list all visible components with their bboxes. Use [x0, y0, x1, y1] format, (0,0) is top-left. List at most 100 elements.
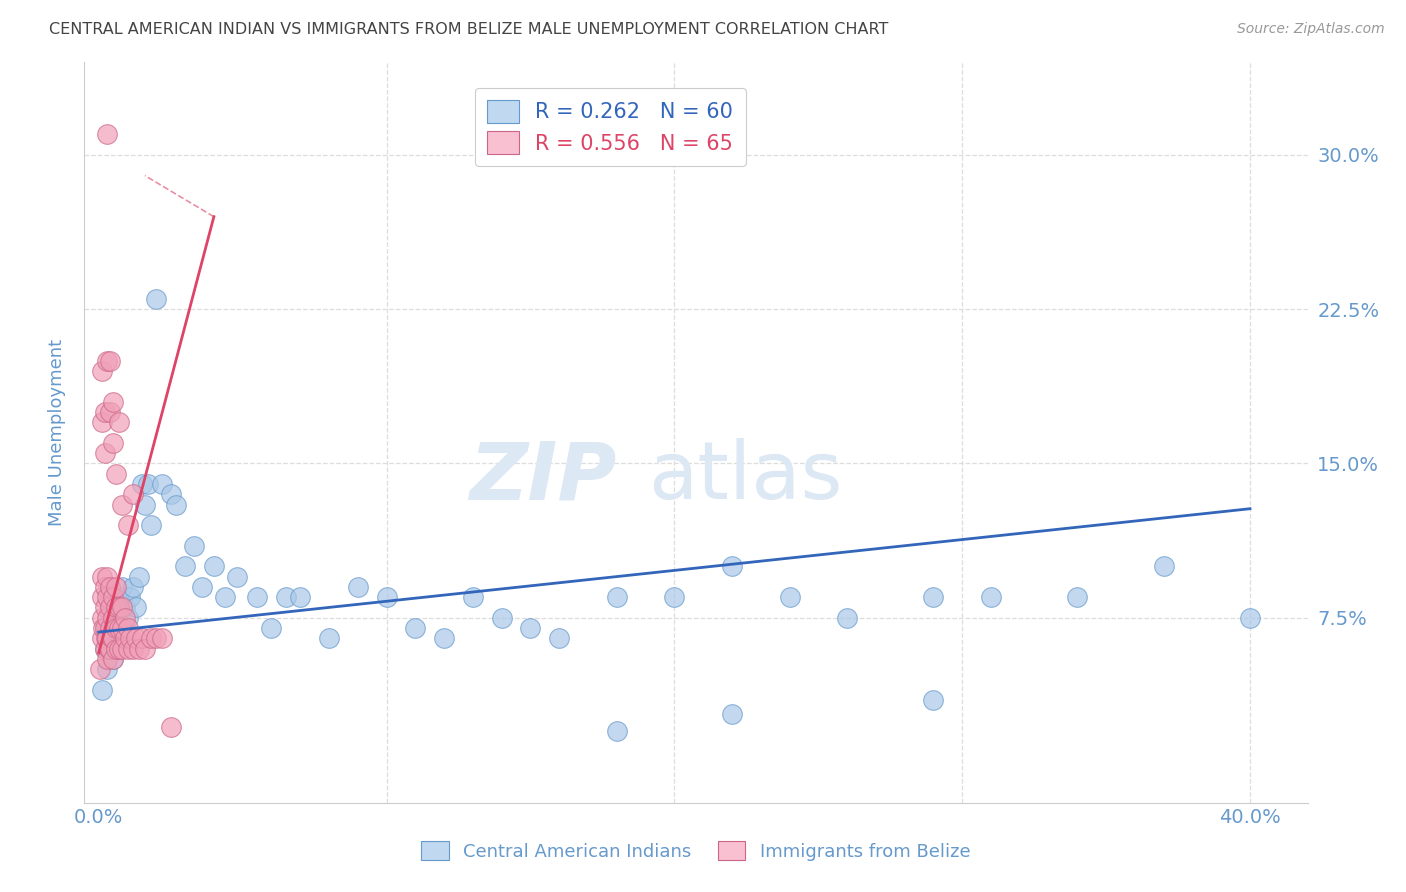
- Point: [96, 590, 118, 604]
- Point: [105, 467, 128, 481]
- Point: [134, 498, 156, 512]
- Point: [96, 662, 118, 676]
- Point: [375, 590, 398, 604]
- Point: [117, 621, 139, 635]
- Point: [1153, 559, 1175, 574]
- Point: [117, 641, 139, 656]
- Point: [134, 641, 156, 656]
- Point: [606, 723, 628, 738]
- Point: [108, 590, 131, 604]
- Point: [105, 621, 128, 635]
- Point: [980, 590, 1002, 604]
- Text: CENTRAL AMERICAN INDIAN VS IMMIGRANTS FROM BELIZE MALE UNEMPLOYMENT CORRELATION : CENTRAL AMERICAN INDIAN VS IMMIGRANTS FR…: [49, 22, 889, 37]
- Point: [225, 569, 247, 583]
- Point: [139, 632, 162, 646]
- Point: [98, 353, 121, 368]
- Point: [346, 580, 368, 594]
- Point: [122, 487, 145, 501]
- Point: [491, 611, 513, 625]
- Point: [93, 600, 115, 615]
- Point: [105, 641, 128, 656]
- Point: [98, 405, 121, 419]
- Point: [98, 641, 121, 656]
- Point: [94, 632, 117, 646]
- Point: [93, 446, 115, 460]
- Point: [108, 600, 131, 615]
- Text: ZIP: ZIP: [470, 438, 616, 516]
- Point: [98, 600, 121, 615]
- Point: [922, 693, 945, 707]
- Point: [131, 477, 153, 491]
- Point: [519, 621, 541, 635]
- Point: [90, 364, 112, 378]
- Point: [93, 641, 115, 656]
- Point: [98, 580, 121, 594]
- Point: [101, 652, 124, 666]
- Point: [159, 720, 181, 734]
- Point: [114, 632, 136, 646]
- Point: [117, 518, 139, 533]
- Point: [93, 580, 115, 594]
- Point: [101, 394, 124, 409]
- Point: [159, 487, 181, 501]
- Point: [101, 590, 124, 604]
- Point: [150, 477, 173, 491]
- Point: [111, 621, 134, 635]
- Point: [105, 580, 128, 594]
- Point: [779, 590, 801, 604]
- Point: [96, 353, 118, 368]
- Point: [145, 632, 167, 646]
- Point: [131, 632, 153, 646]
- Point: [96, 128, 118, 142]
- Point: [89, 662, 111, 676]
- Point: [260, 621, 283, 635]
- Point: [318, 632, 340, 646]
- Point: [101, 632, 124, 646]
- Point: [274, 590, 297, 604]
- Point: [111, 580, 134, 594]
- Point: [214, 590, 236, 604]
- Point: [404, 621, 426, 635]
- Point: [183, 539, 205, 553]
- Point: [548, 632, 571, 646]
- Point: [108, 632, 131, 646]
- Point: [111, 498, 134, 512]
- Point: [125, 600, 148, 615]
- Legend: Central American Indians, Immigrants from Belize: Central American Indians, Immigrants fro…: [415, 834, 977, 868]
- Point: [145, 292, 167, 306]
- Point: [105, 600, 128, 615]
- Point: [120, 590, 142, 604]
- Text: Source: ZipAtlas.com: Source: ZipAtlas.com: [1237, 22, 1385, 37]
- Point: [174, 559, 197, 574]
- Point: [114, 611, 136, 625]
- Point: [835, 611, 858, 625]
- Point: [93, 405, 115, 419]
- Point: [122, 580, 145, 594]
- Point: [191, 580, 214, 594]
- Point: [166, 498, 188, 512]
- Point: [120, 632, 142, 646]
- Point: [90, 632, 112, 646]
- Point: [922, 590, 945, 604]
- Point: [101, 611, 124, 625]
- Point: [108, 415, 131, 429]
- Point: [90, 590, 112, 604]
- Point: [117, 611, 139, 625]
- Point: [97, 641, 120, 656]
- Point: [721, 707, 744, 722]
- Point: [433, 632, 456, 646]
- Point: [111, 621, 134, 635]
- Point: [108, 621, 131, 635]
- Point: [100, 632, 122, 646]
- Point: [606, 590, 628, 604]
- Point: [111, 600, 134, 615]
- Point: [96, 569, 118, 583]
- Point: [101, 436, 124, 450]
- Point: [150, 632, 173, 646]
- Point: [105, 621, 128, 635]
- Point: [290, 590, 312, 604]
- Point: [98, 600, 121, 615]
- Point: [246, 590, 269, 604]
- Point: [96, 621, 118, 635]
- Point: [93, 641, 115, 656]
